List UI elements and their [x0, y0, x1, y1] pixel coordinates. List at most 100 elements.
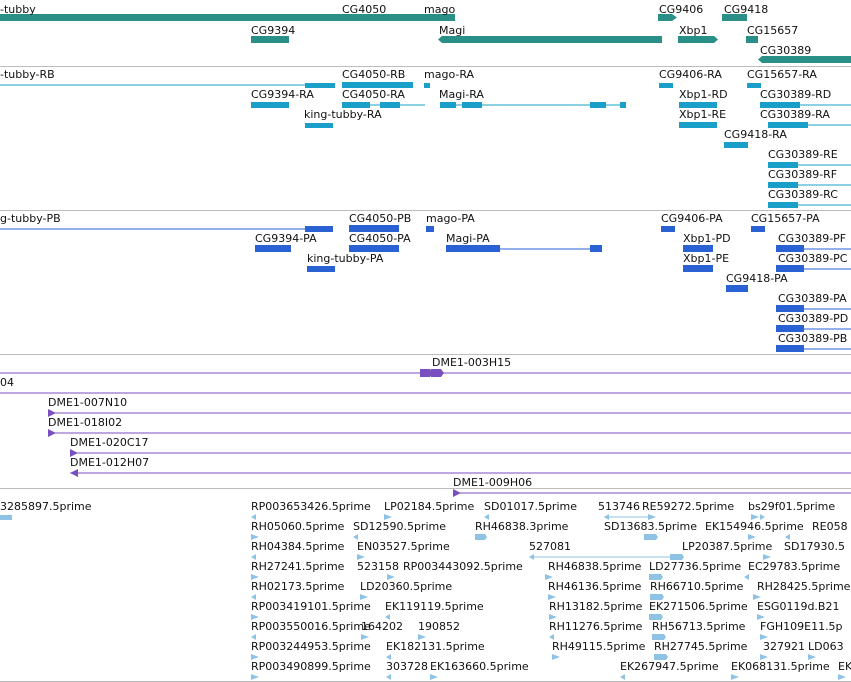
- est-label[interactable]: RP003443092.5prime: [403, 560, 523, 573]
- clone-label[interactable]: 04: [0, 376, 14, 389]
- protein-label[interactable]: Xbp1-PD: [683, 232, 731, 245]
- gene-feature[interactable]: [758, 56, 851, 63]
- protein-label[interactable]: CG30389-PA: [778, 292, 847, 305]
- est-label[interactable]: 3285897.5prime: [0, 500, 92, 513]
- clone-label[interactable]: DME1-003H15: [432, 356, 512, 369]
- gene-label[interactable]: CG9394: [251, 24, 296, 37]
- clone-label[interactable]: DME1-018I02: [48, 416, 123, 429]
- est-label[interactable]: RH46136.5prime: [548, 580, 642, 593]
- gene-label[interactable]: Magi: [439, 24, 466, 37]
- est-label[interactable]: RH13182.5prime: [549, 600, 643, 613]
- est-label[interactable]: RE59272.5prime: [642, 500, 735, 513]
- gene-feature[interactable]: [658, 14, 672, 21]
- est-label[interactable]: RH11276.5prime: [549, 620, 643, 633]
- protein-label[interactable]: CG9394-PA: [255, 232, 317, 245]
- clone-label[interactable]: DME1-009H06: [453, 476, 533, 489]
- gene-feature[interactable]: [438, 36, 662, 43]
- est-label[interactable]: EK182131.5prime: [386, 640, 485, 653]
- protein-label[interactable]: CG15657-PA: [751, 212, 820, 225]
- est-label[interactable]: 513746: [598, 500, 640, 513]
- transcript-label[interactable]: CG30389-RD: [760, 88, 832, 101]
- gene-feature[interactable]: [678, 36, 718, 43]
- protein-label[interactable]: CG9406-PA: [661, 212, 723, 225]
- transcript-label[interactable]: CG4050-RA: [342, 88, 405, 101]
- transcript-label[interactable]: CG4050-RB: [342, 68, 406, 81]
- protein-label[interactable]: CG30389-PC: [778, 252, 848, 265]
- est-label[interactable]: EK271506.5prime: [649, 600, 748, 613]
- clone-label[interactable]: DME1-020C17: [70, 436, 149, 449]
- est-label[interactable]: RP003653426.5prime: [251, 500, 371, 513]
- transcript-label[interactable]: CG30389-RF: [768, 168, 838, 181]
- gene-feature[interactable]: [418, 14, 455, 21]
- transcript-label[interactable]: mago-RA: [424, 68, 475, 81]
- est-label[interactable]: RH66710.5prime: [650, 580, 744, 593]
- est-label[interactable]: RH28425.5prime: [757, 580, 851, 593]
- transcript-label[interactable]: CG9406-RA: [659, 68, 722, 81]
- gene-label[interactable]: CG9418: [724, 3, 769, 16]
- est-label[interactable]: RH04384.5prime: [251, 540, 345, 553]
- est-label[interactable]: EK068131.5prime: [731, 660, 830, 673]
- est-label[interactable]: RH46838.3prime: [475, 520, 569, 533]
- est-label[interactable]: LP20387.5prime: [682, 540, 773, 553]
- est-label[interactable]: RH27745.5prime: [654, 640, 748, 653]
- est-label[interactable]: RH02173.5prime: [251, 580, 345, 593]
- est-label[interactable]: LP02184.5prime: [384, 500, 475, 513]
- est-label[interactable]: LD063: [808, 640, 844, 653]
- est-label[interactable]: RH46838.5prime: [548, 560, 642, 573]
- transcript-label[interactable]: -tubby-RB: [0, 68, 55, 81]
- est-label[interactable]: LD20360.5prime: [360, 580, 453, 593]
- est-label[interactable]: EK267947.5prime: [620, 660, 719, 673]
- transcript-label[interactable]: Xbp1-RE: [679, 108, 727, 121]
- est-label[interactable]: RP003244953.5prime: [251, 640, 371, 653]
- est-label[interactable]: RE058: [812, 520, 848, 533]
- est-label[interactable]: SD12590.5prime: [353, 520, 446, 533]
- transcript-label[interactable]: CG30389-RC: [768, 188, 838, 201]
- est-label[interactable]: ESG0119d.B21: [757, 600, 840, 613]
- protein-label[interactable]: mago-PA: [426, 212, 475, 225]
- est-label[interactable]: SD13683.5prime: [604, 520, 697, 533]
- protein-label[interactable]: CG4050-PB: [349, 212, 412, 225]
- est-label[interactable]: EK119119.5prime: [385, 600, 484, 613]
- gene-feature[interactable]: [0, 14, 342, 21]
- protein-label[interactable]: CG30389-PB: [778, 332, 848, 345]
- est-label[interactable]: SD17930.5: [784, 540, 845, 553]
- gene-feature[interactable]: [722, 14, 747, 21]
- transcript-label[interactable]: CG15657-RA: [747, 68, 817, 81]
- est-label[interactable]: 303728: [386, 660, 428, 673]
- est-label[interactable]: 164202: [361, 620, 403, 633]
- est-label[interactable]: 190852: [418, 620, 460, 633]
- gene-label[interactable]: -tubby: [0, 3, 36, 16]
- protein-label[interactable]: CG4050-PA: [349, 232, 411, 245]
- gene-label[interactable]: CG30389: [760, 44, 812, 57]
- est-label[interactable]: RH27241.5prime: [251, 560, 345, 573]
- transcript-label[interactable]: Magi-RA: [439, 88, 484, 101]
- est-label[interactable]: RP003550016.5prime: [251, 620, 371, 633]
- protein-label[interactable]: Magi-PA: [446, 232, 490, 245]
- gene-label[interactable]: mago: [424, 3, 456, 16]
- clone-label[interactable]: DME1-007N10: [48, 396, 128, 409]
- gene-label[interactable]: CG9406: [659, 3, 704, 16]
- transcript-label[interactable]: CG9394-RA: [251, 88, 314, 101]
- gene-label[interactable]: CG15657: [747, 24, 799, 37]
- protein-label[interactable]: CG9418-PA: [726, 272, 788, 285]
- protein-label[interactable]: king-tubby-PA: [307, 252, 384, 265]
- est-label[interactable]: EN03527.5prime: [357, 540, 450, 553]
- est-label[interactable]: FGH109E11.5p: [760, 620, 843, 633]
- transcript-label[interactable]: CG30389-RE: [768, 148, 838, 161]
- gene-feature[interactable]: [746, 36, 758, 43]
- est-label[interactable]: bs29f01.5prime: [748, 500, 836, 513]
- est-label[interactable]: EK163660.5prime: [430, 660, 529, 673]
- transcript-label[interactable]: king-tubby-RA: [304, 108, 382, 121]
- est-label[interactable]: RH56713.5prime: [652, 620, 746, 633]
- est-label[interactable]: LD27736.5prime: [649, 560, 742, 573]
- protein-label[interactable]: CG30389-PF: [778, 232, 847, 245]
- est-label[interactable]: 327921: [763, 640, 805, 653]
- gene-feature[interactable]: [251, 36, 289, 43]
- est-label[interactable]: RH05060.5prime: [251, 520, 345, 533]
- transcript-label[interactable]: CG9418-RA: [724, 128, 787, 141]
- est-label[interactable]: EC29783.5prime: [748, 560, 841, 573]
- est-label[interactable]: SD01017.5prime: [484, 500, 577, 513]
- est-label[interactable]: 523158: [357, 560, 399, 573]
- est-label[interactable]: RH49115.5prime: [552, 640, 646, 653]
- gene-label[interactable]: Xbp1: [679, 24, 708, 37]
